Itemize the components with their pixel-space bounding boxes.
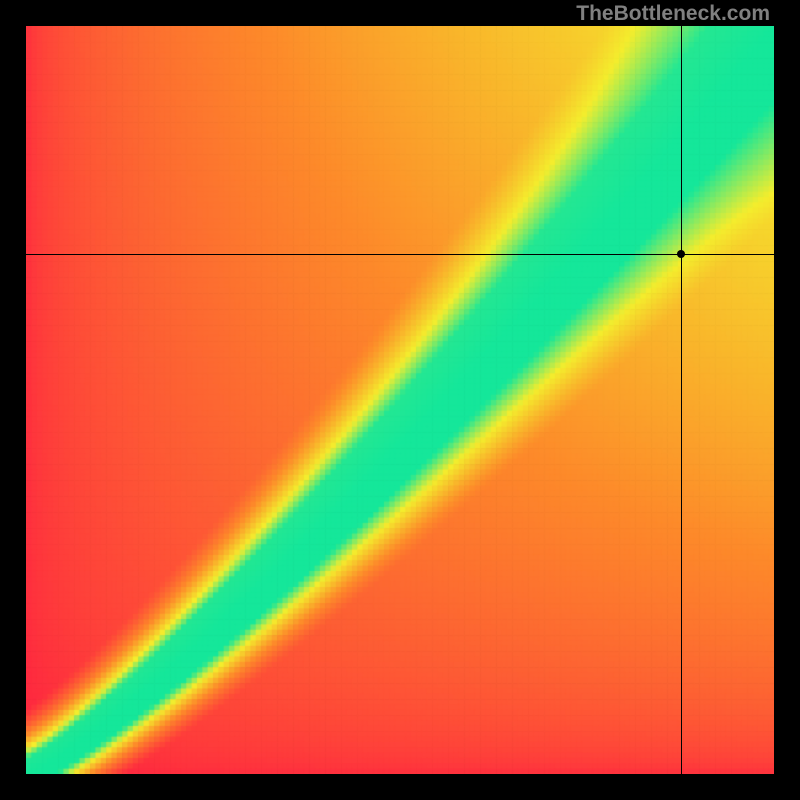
watermark-text: TheBottleneck.com	[576, 2, 770, 26]
heatmap-canvas	[26, 26, 774, 774]
crosshair-vertical	[681, 26, 682, 774]
intersection-marker	[677, 250, 685, 258]
crosshair-horizontal	[26, 254, 774, 255]
bottleneck-heatmap	[26, 26, 774, 774]
